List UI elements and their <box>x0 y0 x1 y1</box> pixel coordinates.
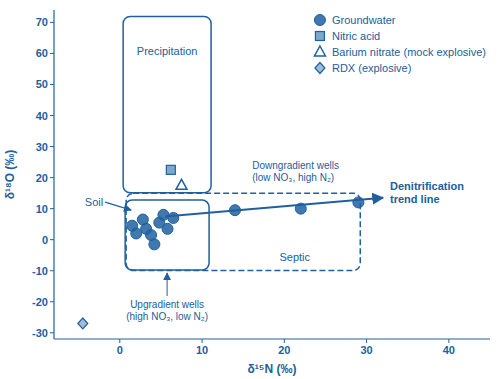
y-tick <box>50 22 54 23</box>
y-tick-label: 40 <box>36 110 48 122</box>
trend-label: Denitrificationtrend line <box>390 180 464 205</box>
y-tick <box>50 53 54 54</box>
legend-swatch <box>314 15 325 26</box>
y-axis-line <box>53 10 54 339</box>
annotation-line: (high NO₃, low N₂) <box>126 311 208 322</box>
annotation-line: Upgradient wells <box>130 299 204 310</box>
legend-label: RDX (explosive) <box>332 62 411 74</box>
legend-label: Groundwater <box>332 14 396 26</box>
y-tick-label: 0 <box>42 234 48 246</box>
y-tick <box>50 270 54 271</box>
x-tick <box>202 339 203 343</box>
page: {"chart_data": { "type": "scatter", "col… <box>0 0 500 379</box>
y-tick-label: -10 <box>32 265 48 277</box>
annotation-arrow <box>167 273 168 296</box>
y-tick <box>50 208 54 209</box>
x-tick <box>119 339 120 343</box>
x-axis-label: δ¹⁵N (‰) <box>248 362 297 376</box>
trend-label-line: trend line <box>390 193 440 205</box>
y-tick-label: -30 <box>32 327 48 339</box>
y-tick <box>50 84 54 85</box>
point <box>149 239 160 250</box>
trend-label-line: Denitrification <box>390 180 464 192</box>
region-box <box>126 193 360 270</box>
axes: 0 10 20 30 40 -30 -20 -10 0 10 20 30 40 50 60 70 <box>32 10 490 356</box>
point <box>131 228 142 239</box>
x-tick-label: 30 <box>360 344 372 356</box>
y-tick-label: 60 <box>36 47 48 59</box>
region-label: Soil <box>85 196 103 208</box>
series <box>78 318 88 329</box>
series <box>166 165 175 174</box>
x-tick <box>448 339 449 343</box>
y-tick-label: 30 <box>36 141 48 153</box>
region-box <box>125 200 209 270</box>
legend-swatch <box>314 46 325 56</box>
trend-arrow <box>165 198 383 217</box>
y-tick <box>50 177 54 178</box>
annotation-line: (low NO₃, high N₂) <box>252 172 334 183</box>
x-tick-label: 10 <box>196 344 208 356</box>
point <box>229 205 240 216</box>
annotation-arrow <box>105 202 131 210</box>
x-tick-label: 0 <box>117 344 123 356</box>
x-tick <box>284 339 285 343</box>
point <box>162 223 173 234</box>
point <box>295 203 306 214</box>
legend: Groundwater Nitric acid Barium nitrate (mo… <box>314 14 486 74</box>
y-tick <box>50 301 54 302</box>
point <box>158 209 169 220</box>
y-tick-label: -20 <box>32 296 48 308</box>
y-tick <box>50 239 54 240</box>
region-box <box>123 17 211 193</box>
y-tick-label: 50 <box>36 78 48 90</box>
region-label: Septic <box>279 251 310 263</box>
region-label: Precipitation <box>137 45 198 57</box>
point <box>166 165 175 174</box>
point <box>78 318 88 329</box>
y-tick-label: 10 <box>36 203 48 215</box>
legend-swatch <box>315 32 324 41</box>
x-tick-label: 40 <box>443 344 455 356</box>
annotation-line: Downgradient wells <box>252 160 339 171</box>
y-tick <box>50 332 54 333</box>
y-tick-label: 20 <box>36 172 48 184</box>
series <box>127 197 364 250</box>
point <box>353 197 364 208</box>
legend-swatch <box>315 63 325 74</box>
y-axis-label: δ¹⁸O (‰) <box>3 150 17 200</box>
series <box>176 179 187 189</box>
y-tick <box>50 146 54 147</box>
annotation: Downgradient wells(low NO₃, high N₂) <box>252 160 339 183</box>
y-tick-label: 70 <box>36 16 48 28</box>
x-tick-label: 20 <box>278 344 290 356</box>
annotation: Upgradient wells(high NO₃, low N₂) <box>126 299 208 322</box>
point <box>176 179 187 189</box>
legend-label: Nitric acid <box>332 30 380 42</box>
annotations: Precipitation Soil Septic Denitrificationtr… <box>85 45 464 322</box>
y-tick <box>50 115 54 116</box>
legend-label: Barium nitrate (mock explosive) <box>332 46 486 58</box>
chart: 0 10 20 30 40 -30 -20 -10 0 10 20 30 40 50 60 70 δ¹⁵N (‰… <box>0 0 500 379</box>
x-tick <box>366 339 367 343</box>
point <box>168 212 179 223</box>
